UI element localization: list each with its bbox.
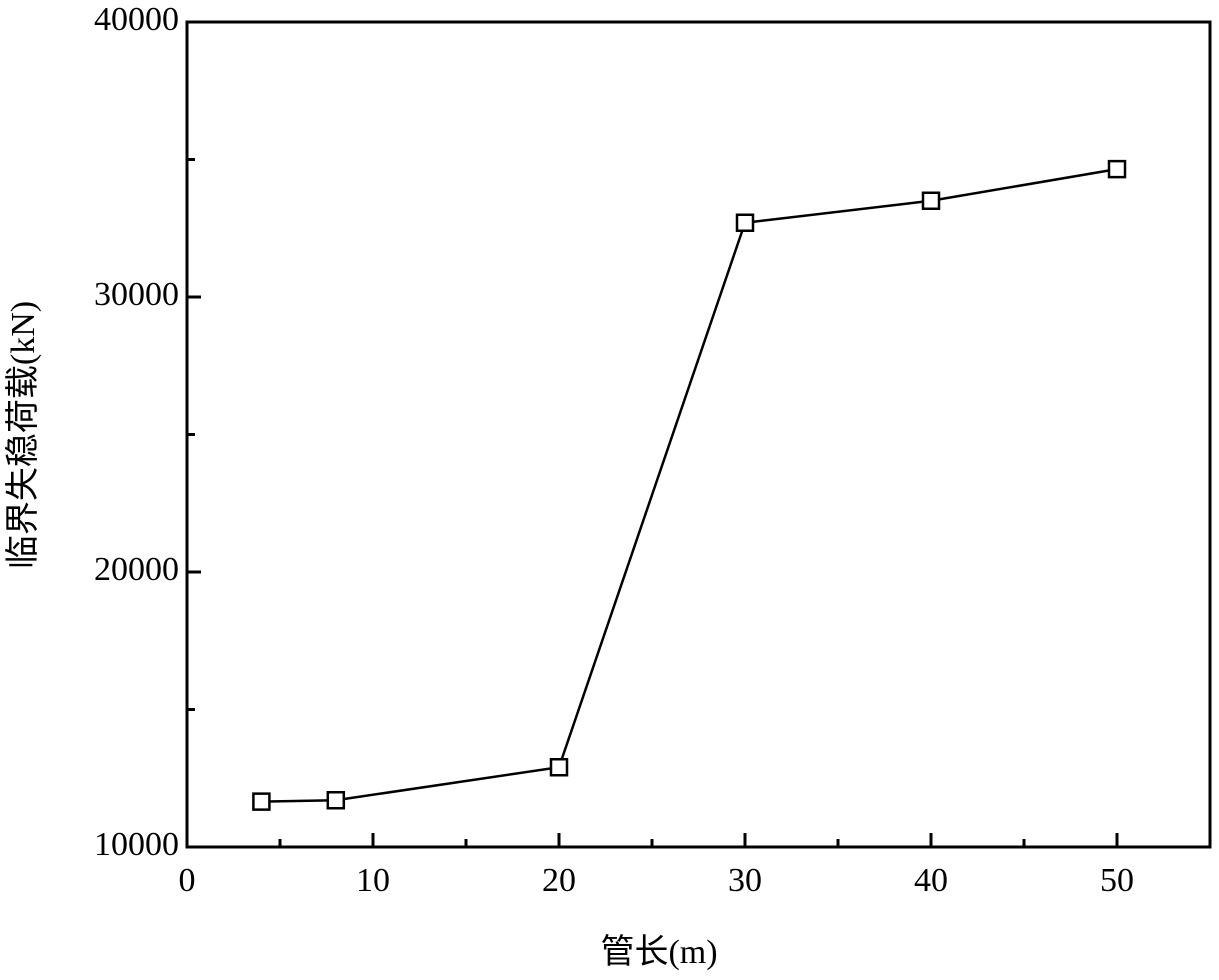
data-marker: [1107, 159, 1127, 179]
y-axis-label: 临界失稳荷载(kN): [4, 301, 42, 569]
x-tick-label: 50: [1100, 862, 1134, 899]
y-tick-label: 10000: [94, 826, 179, 863]
plot-frame: [185, 20, 1212, 849]
y-tick-label: 40000: [94, 1, 179, 38]
data-line: [261, 167, 1118, 803]
x-axis-label: 管长(m): [600, 933, 717, 971]
data-marker: [735, 213, 755, 232]
x-tick-label: 0: [179, 862, 196, 899]
x-tick-label: 40: [914, 862, 948, 899]
x-tick-label: 30: [728, 862, 762, 899]
y-tick-label: 30000: [94, 276, 179, 313]
data-marker: [252, 792, 271, 811]
data-marker: [921, 191, 941, 210]
x-tick-label: 10: [356, 862, 390, 899]
x-tick-label: 20: [542, 862, 576, 899]
data-marker: [549, 758, 569, 777]
y-tick-label: 20000: [94, 551, 179, 588]
data-marker: [326, 791, 346, 810]
